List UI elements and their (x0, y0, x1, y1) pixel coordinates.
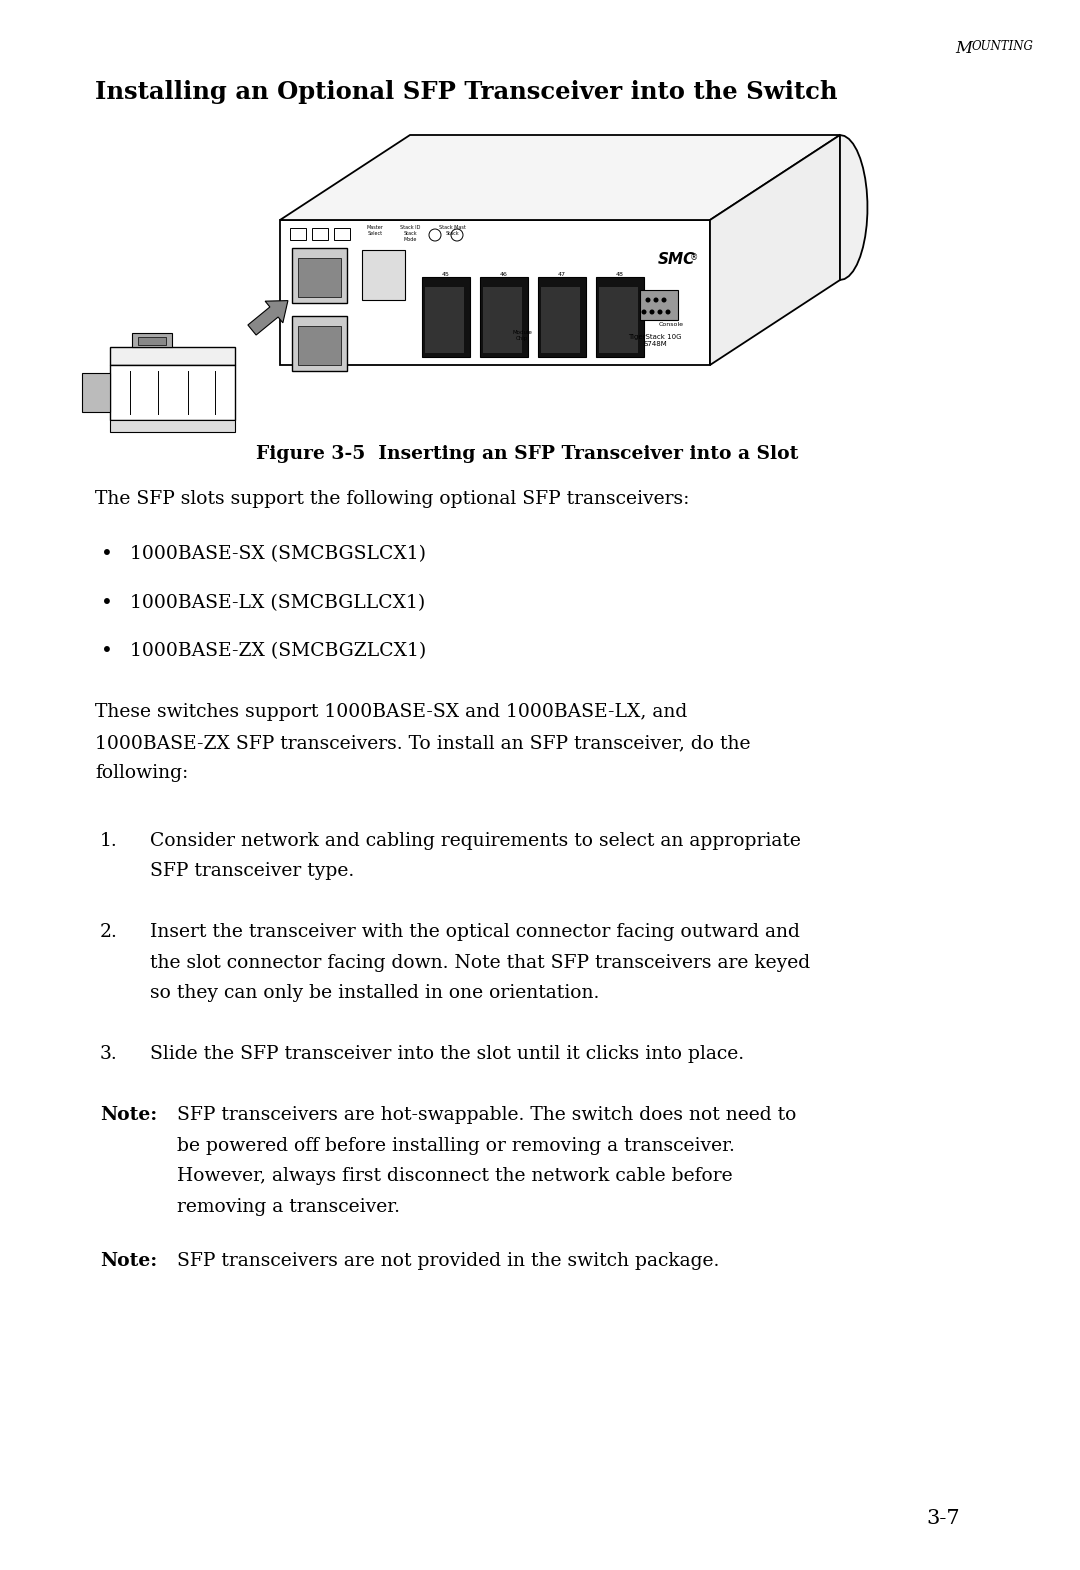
Text: Slide the SFP transceiver into the slot until it clicks into place.: Slide the SFP transceiver into the slot … (150, 1046, 744, 1063)
Polygon shape (110, 421, 235, 432)
Text: Figure 3-5  Inserting an SFP Transceiver into a Slot: Figure 3-5 Inserting an SFP Transceiver … (256, 444, 799, 463)
Text: •: • (102, 545, 113, 564)
Circle shape (666, 311, 670, 314)
Text: Consider network and cabling requirements to select an appropriate: Consider network and cabling requirement… (150, 832, 801, 849)
Text: 1000BASE-SX (SMCBGSLCX1): 1000BASE-SX (SMCBGSLCX1) (130, 545, 426, 564)
Text: 3.: 3. (100, 1046, 118, 1063)
Polygon shape (426, 287, 464, 353)
Polygon shape (599, 287, 638, 353)
Text: removing a transceiver.: removing a transceiver. (177, 1198, 400, 1215)
Text: following:: following: (95, 765, 188, 782)
Polygon shape (110, 347, 235, 364)
Text: 1000BASE-LX (SMCBGLLCX1): 1000BASE-LX (SMCBGLLCX1) (130, 593, 426, 612)
Text: Note:: Note: (100, 1107, 158, 1124)
Polygon shape (312, 228, 328, 240)
Circle shape (650, 311, 653, 314)
Polygon shape (280, 135, 840, 220)
Circle shape (654, 298, 658, 301)
Polygon shape (422, 276, 470, 356)
Text: 3-7: 3-7 (927, 1509, 960, 1528)
Polygon shape (840, 135, 867, 279)
Polygon shape (334, 228, 350, 240)
Text: 2.: 2. (100, 923, 118, 940)
Text: SFP transceivers are not provided in the switch package.: SFP transceivers are not provided in the… (177, 1253, 719, 1270)
Text: However, always first disconnect the network cable before: However, always first disconnect the net… (177, 1167, 732, 1185)
Circle shape (658, 311, 662, 314)
Text: Insert the transceiver with the optical connector facing outward and: Insert the transceiver with the optical … (150, 923, 800, 940)
Text: Stack ID
Stack
Mode: Stack ID Stack Mode (400, 225, 420, 242)
Text: Installing an Optional SFP Transceiver into the Switch: Installing an Optional SFP Transceiver i… (95, 80, 837, 104)
Text: These switches support 1000BASE-SX and 1000BASE-LX, and: These switches support 1000BASE-SX and 1… (95, 703, 687, 722)
Text: ®: ® (690, 253, 699, 262)
Text: M: M (955, 39, 972, 57)
Polygon shape (483, 287, 522, 353)
Text: Master
Select: Master Select (366, 225, 383, 236)
Circle shape (662, 298, 665, 301)
Polygon shape (596, 276, 644, 356)
Text: 48: 48 (616, 272, 624, 276)
Circle shape (646, 298, 650, 301)
Text: 46: 46 (500, 272, 508, 276)
Polygon shape (110, 364, 235, 421)
Text: Stack Mast
Stack: Stack Mast Stack (438, 225, 465, 236)
Polygon shape (640, 290, 678, 320)
Text: SFP transceiver type.: SFP transceiver type. (150, 862, 354, 881)
Text: •: • (102, 593, 113, 612)
Circle shape (643, 311, 646, 314)
Text: •: • (102, 642, 113, 661)
Circle shape (429, 229, 441, 242)
FancyArrow shape (248, 300, 288, 334)
Polygon shape (280, 220, 710, 364)
Polygon shape (82, 374, 110, 411)
Polygon shape (132, 333, 172, 347)
Text: Note:: Note: (100, 1253, 158, 1270)
Polygon shape (291, 228, 306, 240)
Polygon shape (710, 135, 840, 364)
Polygon shape (292, 248, 347, 303)
Text: 45: 45 (442, 272, 450, 276)
Polygon shape (292, 316, 347, 371)
Text: so they can only be installed in one orientation.: so they can only be installed in one ori… (150, 984, 599, 1002)
Polygon shape (298, 327, 341, 364)
Text: Console: Console (659, 322, 684, 327)
Polygon shape (362, 250, 405, 300)
Text: 47: 47 (558, 272, 566, 276)
Text: SMC: SMC (658, 253, 696, 267)
Polygon shape (298, 257, 341, 297)
Polygon shape (138, 338, 166, 345)
Polygon shape (538, 276, 586, 356)
Text: the slot connector facing down. Note that SFP transceivers are keyed: the slot connector facing down. Note tha… (150, 953, 810, 972)
Polygon shape (480, 276, 528, 356)
Circle shape (451, 229, 463, 242)
Text: TigerStack 10G
S748M: TigerStack 10G S748M (629, 334, 681, 347)
Text: 1000BASE-ZX SFP transceivers. To install an SFP transceiver, do the: 1000BASE-ZX SFP transceivers. To install… (95, 735, 751, 752)
Text: OUNTING: OUNTING (972, 39, 1034, 53)
Text: be powered off before installing or removing a transceiver.: be powered off before installing or remo… (177, 1137, 734, 1154)
Text: 1.: 1. (100, 832, 118, 849)
Text: The SFP slots support the following optional SFP transceivers:: The SFP slots support the following opti… (95, 490, 689, 509)
Text: SFP transceivers are hot-swappable. The switch does not need to: SFP transceivers are hot-swappable. The … (177, 1107, 796, 1124)
Text: 1000BASE-ZX (SMCBGZLCX1): 1000BASE-ZX (SMCBGZLCX1) (130, 642, 427, 661)
Text: Module
Chip: Module Chip (512, 330, 532, 341)
Polygon shape (541, 287, 580, 353)
